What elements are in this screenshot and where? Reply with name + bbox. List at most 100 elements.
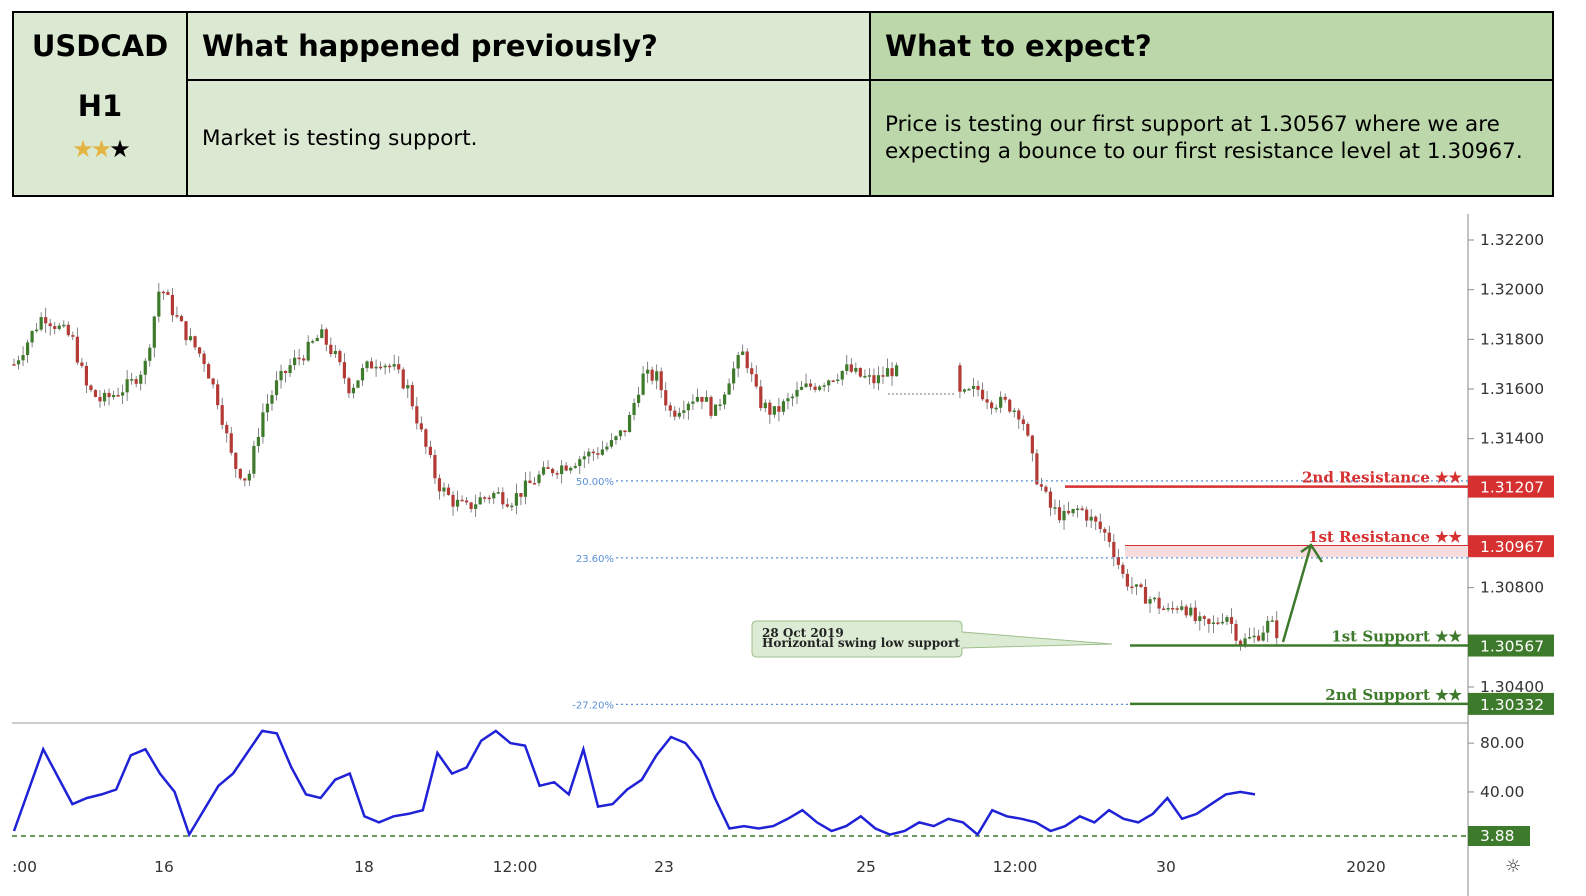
candle-body — [152, 316, 156, 348]
candle-body — [329, 344, 333, 354]
candle-body — [1252, 635, 1256, 638]
candle-body — [25, 342, 30, 356]
candle-body — [840, 370, 844, 380]
candle-body — [1175, 608, 1179, 610]
candle-body — [501, 492, 505, 505]
candle-body — [1207, 618, 1211, 625]
candle-body — [102, 392, 107, 402]
candle-body — [600, 449, 604, 455]
candle-body — [505, 504, 509, 507]
candle-body — [777, 406, 781, 412]
candle-body — [288, 365, 292, 374]
candle-body — [1247, 637, 1252, 639]
previous-title: What happened previously? — [202, 29, 658, 63]
candle-body — [555, 473, 559, 475]
candle-body — [84, 365, 89, 386]
level-value-box — [1468, 535, 1554, 558]
time-tick-label: 25 — [856, 858, 876, 876]
candle-body — [1257, 635, 1261, 641]
price-tick-label: 1.30800 — [1480, 579, 1544, 597]
candle-body — [483, 497, 487, 499]
candle-body — [890, 368, 894, 377]
previous-body: Market is testing support. — [188, 81, 871, 195]
stoch-axis: 80.00 40.00 — [1468, 734, 1524, 801]
candle-body — [379, 366, 383, 369]
candle-body — [578, 459, 582, 466]
price-tick-label: 1.32200 — [1480, 231, 1544, 249]
candle-body — [175, 315, 179, 317]
candle-body — [39, 317, 43, 330]
swing-low-annotation: 28 Oct 2019 Horizontal swing low support — [751, 620, 1113, 658]
candle-body — [695, 396, 700, 402]
info-table: USDCAD H1 ★★★ What happened previously? … — [12, 11, 1554, 197]
candle-body — [207, 364, 211, 379]
candle-body — [668, 405, 672, 411]
candle-body — [35, 329, 39, 332]
candle-body — [573, 465, 577, 468]
candle-body — [700, 396, 704, 402]
candle-body — [1089, 516, 1093, 521]
candle-body — [419, 423, 423, 430]
candle-body — [143, 360, 147, 375]
candle-body — [722, 394, 727, 405]
timeframe-label: H1 — [77, 89, 123, 123]
candle-body — [139, 374, 143, 384]
candle-body — [759, 386, 763, 409]
candle-body — [1143, 586, 1148, 604]
candle-body — [1044, 486, 1048, 492]
candle-body — [999, 396, 1003, 408]
candle-body — [243, 478, 247, 481]
candle-body — [799, 386, 804, 390]
candle-body — [713, 404, 718, 416]
candle-body — [541, 467, 546, 475]
candle-body — [383, 365, 387, 368]
candle-body — [71, 335, 75, 337]
candle-body — [980, 389, 985, 400]
candle-body — [44, 317, 48, 324]
price-chart: 50.00% 23.60% -27.20% 2nd Resistance ★★ 1st… — [12, 214, 1554, 896]
candle-body — [1048, 491, 1053, 508]
bounce-arrow — [1281, 543, 1324, 643]
candle-body — [1148, 599, 1152, 604]
rating-stars: ★★★ — [72, 135, 130, 163]
candle-body — [121, 392, 125, 396]
candle-body — [609, 440, 614, 447]
candle-body — [614, 436, 618, 441]
candle-body — [62, 324, 66, 327]
candle-body — [872, 375, 876, 384]
price-tick-label: 1.31600 — [1480, 380, 1544, 398]
candle-body — [388, 365, 392, 368]
candle-body — [252, 446, 256, 474]
candle-body — [849, 364, 853, 372]
candle-body — [265, 403, 270, 413]
candle-body — [863, 375, 867, 378]
candle-body — [1103, 528, 1107, 533]
candle-body — [858, 367, 862, 377]
candle-body — [274, 380, 279, 396]
expect-title: What to expect? — [885, 29, 1152, 63]
price-tick-label: 1.32000 — [1480, 281, 1544, 299]
candle-body — [691, 401, 695, 404]
candle-body — [990, 402, 994, 409]
resistance-zone — [1125, 546, 1468, 557]
candle-body — [57, 325, 61, 329]
candle-body — [818, 386, 822, 390]
candle-body — [822, 385, 826, 387]
star-filled-icon: ★ — [72, 135, 93, 163]
candle-body — [718, 404, 722, 406]
candle-body — [1134, 584, 1139, 587]
candle-body — [1270, 620, 1274, 622]
candle-body — [804, 383, 808, 387]
candle-body — [885, 368, 890, 377]
stoch-value: 3.88 — [1480, 827, 1515, 845]
candle-body — [867, 375, 872, 377]
time-tick-label: 30 — [1156, 858, 1176, 876]
candle-body — [1039, 484, 1044, 487]
candle-body — [641, 373, 645, 395]
candle-body — [157, 291, 161, 317]
candle-body — [80, 362, 84, 366]
levels-layer: 2nd Resistance ★★ 1st Resistance ★★ 1st Su… — [1065, 469, 1468, 706]
candle-body — [392, 364, 396, 367]
candle-body — [1202, 616, 1206, 619]
settings-gear-icon[interactable]: ☼ — [1505, 856, 1521, 877]
